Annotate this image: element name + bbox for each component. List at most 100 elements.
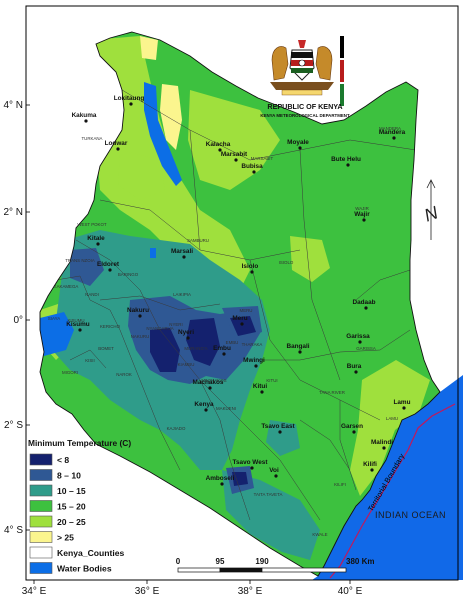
county-label: GARISSA	[356, 346, 376, 351]
town-label: Wajir	[354, 211, 370, 218]
town-label: Tsavo East	[261, 423, 295, 430]
county-label: MARSABIT	[251, 156, 274, 161]
legend-label: 20 – 25	[57, 517, 86, 527]
town-marker	[222, 352, 226, 356]
town-label: Marsali	[171, 248, 193, 255]
town-marker	[182, 255, 186, 259]
town-label: Kakuma	[72, 112, 97, 119]
x-tick-label: 34° E	[22, 586, 47, 597]
north-label: N	[421, 202, 441, 226]
territorial-boundary	[329, 403, 456, 579]
shield-green	[291, 68, 313, 73]
legend-title: Minimum Temperature (C)	[28, 438, 131, 448]
town-marker	[78, 328, 82, 332]
legend-swatch	[29, 453, 53, 466]
shield-emblem	[298, 59, 306, 67]
county-label: MAKUENI	[216, 406, 236, 411]
legend-label: Water Bodies	[57, 564, 112, 574]
town-marker	[298, 146, 302, 150]
north-arrow: N	[421, 179, 441, 240]
town-label: Lodwar	[105, 140, 128, 147]
town-label: Tsavo West	[233, 459, 269, 466]
x-tick-label: 36° E	[135, 586, 160, 597]
scale-bar: 0 95 190 380 Km	[176, 557, 374, 573]
county-label: TURKANA	[82, 136, 103, 141]
map-border	[25, 5, 459, 581]
town-label: Bangali	[286, 343, 309, 350]
town-label: Lamu	[393, 399, 410, 406]
town-label: Lokitaung	[114, 95, 145, 102]
town-label: Eldoret	[97, 261, 120, 268]
y-tick-label: 0°	[13, 315, 23, 326]
legend-label: 10 – 15	[57, 486, 86, 496]
coat-of-arms	[270, 40, 334, 96]
legend: Minimum Temperature (C) < 8 8 – 10 10 – 15…	[28, 438, 131, 574]
lake-turkana	[144, 82, 182, 186]
legend-swatch	[29, 546, 53, 559]
county-label: NANDI	[85, 292, 99, 297]
county-label: SIAYA	[48, 316, 60, 321]
county-label: MURANG'A	[184, 346, 207, 351]
y-tick-label: 2° N	[3, 207, 23, 218]
zone-gt25-turkana	[160, 84, 182, 150]
county-label: TAITA TAVETA	[254, 492, 283, 497]
county-label: KISII	[85, 358, 95, 363]
scale-label-190: 190	[255, 557, 269, 566]
zone-lt8-kilimanjaro	[232, 472, 248, 486]
town-marker	[364, 306, 368, 310]
scale-seg-1	[177, 567, 221, 573]
y-tick-label: 2° S	[4, 420, 23, 431]
county-label: BARINGO	[118, 272, 139, 277]
scale-label-380: 380 Km	[346, 557, 374, 566]
town-marker	[250, 466, 254, 470]
town-label: Embu	[213, 345, 231, 352]
department-title: KENYA METEOROLOGICAL DEPARTMENT	[260, 113, 350, 118]
county-label: MERU	[240, 308, 253, 313]
town-marker	[346, 163, 350, 167]
lion-right	[315, 46, 333, 81]
zone-lt8-nyambene	[230, 316, 256, 336]
legend-label: 15 – 20	[57, 502, 86, 512]
town-marker	[298, 350, 302, 354]
town-label: Garsen	[341, 423, 363, 430]
crest-top	[298, 40, 306, 48]
town-label: Bute Helu	[331, 156, 361, 163]
town-label: Kitui	[253, 383, 267, 390]
ocean-label: INDIAN OCEAN	[375, 510, 446, 520]
town-marker	[204, 408, 208, 412]
town-marker	[352, 430, 356, 434]
y-tick-label: 4° N	[3, 100, 23, 111]
town-marker	[252, 170, 256, 174]
zone-20-25-north	[188, 90, 280, 190]
town-marker	[370, 468, 374, 472]
legend-label: 8 – 10	[57, 471, 81, 481]
town-marker	[402, 406, 406, 410]
county-label: WEST POKOT	[77, 222, 107, 227]
county-label: THARAKA	[242, 342, 263, 347]
zone-lt8-aberdares	[150, 328, 180, 372]
town-label: Kenya	[194, 401, 214, 408]
legend-label: > 25	[57, 533, 74, 543]
zone-20-25-isiolo	[290, 236, 330, 282]
county-label: NAROK	[116, 372, 132, 377]
zone-20-25-marsabit	[118, 150, 165, 200]
town-label: Mwingi	[243, 357, 265, 364]
lake-baringo	[150, 248, 156, 258]
county-label: ISIOLO	[279, 260, 294, 265]
town-marker	[354, 370, 358, 374]
zone-gt25-north	[140, 36, 158, 60]
town-marker	[240, 322, 244, 326]
county-label: LAMU	[386, 416, 398, 421]
town-label: Malindi	[371, 439, 393, 446]
y-tick-label: 4° S	[4, 525, 23, 536]
flag-stripe-red	[340, 60, 344, 82]
county-label: KERICHO	[100, 324, 121, 329]
town-label: Kilifi	[363, 461, 377, 468]
indian-ocean	[312, 375, 463, 580]
town-label: Bubisa	[241, 163, 263, 170]
flag-stripe-black	[340, 36, 344, 58]
legend-label: < 8	[57, 455, 69, 465]
town-marker	[254, 364, 258, 368]
x-tick-label: 38° E	[238, 586, 263, 597]
